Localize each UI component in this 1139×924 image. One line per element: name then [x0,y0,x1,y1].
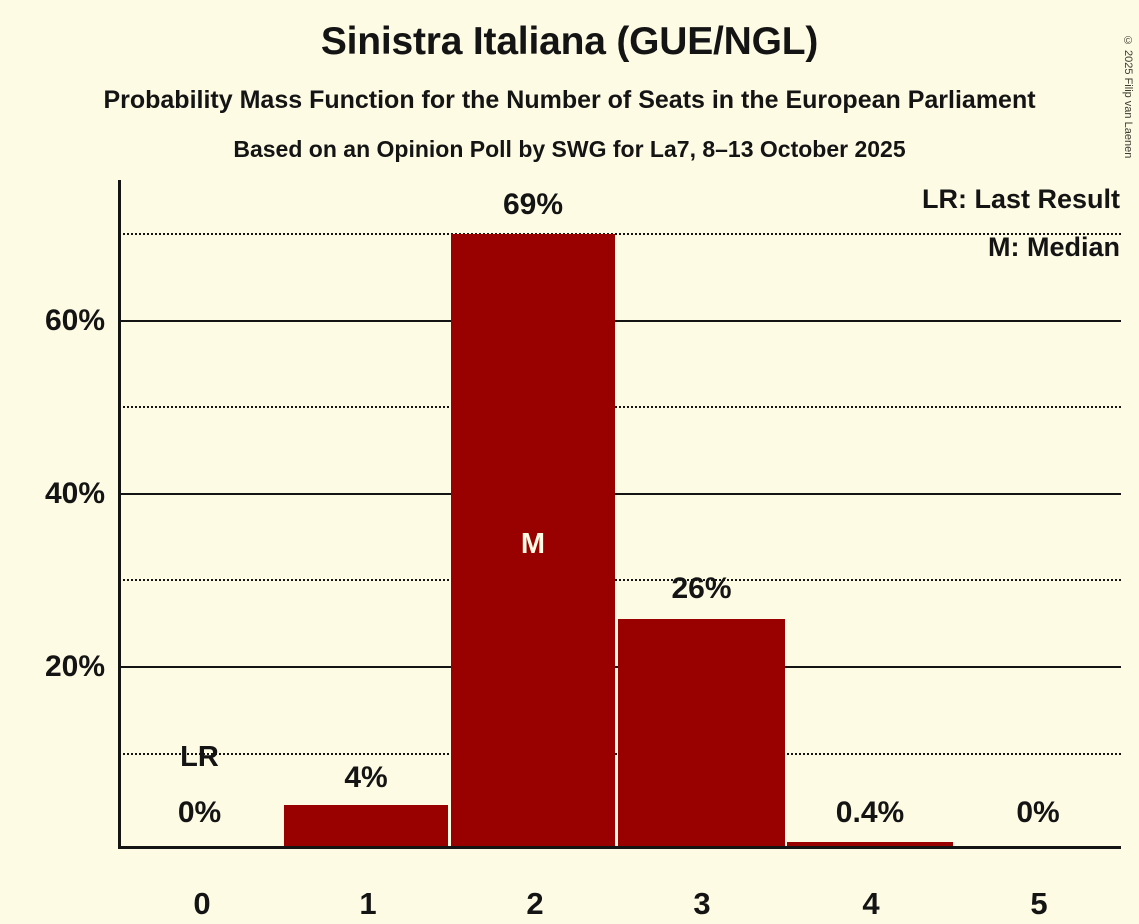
x-axis-line [118,846,1121,849]
x-tick-label-4: 4 [862,886,880,921]
chart-header: Sinistra Italiana (GUE/NGL) Probability … [0,0,1139,175]
bar-seat-3[interactable] [618,619,785,846]
bar-value-label-seat-0: 0% [177,796,222,829]
copyright-notice: © 2025 Filip van Laenen [1122,34,1134,158]
chart-source-note: Based on an Opinion Poll by SWG for La7,… [233,136,906,162]
x-tick-label-5: 5 [1030,886,1048,921]
gridline-60 [118,320,1121,322]
chart-subtitle: Probability Mass Function for the Number… [103,86,1036,114]
bar-value-label-seat-1: 4% [344,761,388,794]
y-axis-line [118,180,121,848]
x-tick-label-3: 3 [693,886,711,921]
bar-seat-2[interactable] [451,234,615,846]
y-tick-label-60: 60% [44,304,105,337]
page-title: Sinistra Italiana (GUE/NGL) [320,20,819,63]
bar-value-label-seat-5: 0% [1016,796,1060,829]
last-result-marker: LR [180,741,219,773]
y-tick-label-20: 20% [44,650,105,683]
x-tick-label-0: 0 [193,886,211,921]
gridline-70 [118,233,1121,235]
gridline-50 [118,406,1121,408]
median-marker: M [520,528,546,560]
x-tick-label-2: 2 [526,886,544,921]
y-tick-label-40: 40% [44,477,105,510]
gridline-40 [118,493,1121,495]
bar-value-label-seat-2: 69% [502,188,564,221]
bar-seat-1[interactable] [284,805,448,846]
bar-value-label-seat-4: 0.4% [835,796,905,829]
gridline-30 [118,579,1121,581]
legend-last-result: LR: Last Result [921,184,1120,214]
x-tick-label-1: 1 [359,886,377,921]
legend-median: M: Median [988,232,1120,262]
bar-value-label-seat-3: 26% [671,572,732,605]
bar-seat-4[interactable] [787,842,953,846]
